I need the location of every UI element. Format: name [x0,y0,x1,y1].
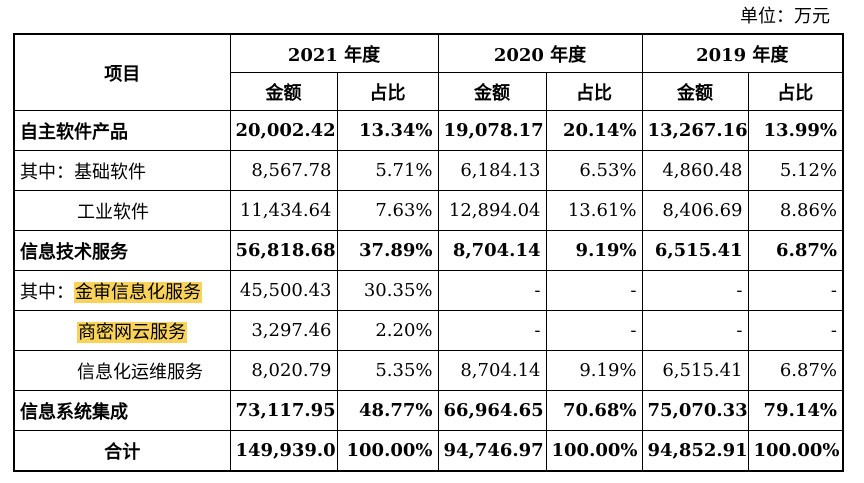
header-amount: 金额 [641,72,749,111]
header-item: 项目 [13,33,231,111]
header-ratio: 占比 [336,72,439,111]
cell-amount: - [641,270,749,311]
row-label-cell: 其中：金审信息化服务 [13,270,231,311]
cell-ratio: - [747,310,844,351]
cell-ratio: 13.34% [336,110,439,151]
cell-amount: 6,515.41 [641,350,749,391]
row-label: 信息化运维服务 [13,350,231,391]
cell-ratio: 5.71% [336,150,439,191]
table-row: 自主软件产品 20,002.42 13.34% 19,078.17 20.14%… [13,110,844,151]
cell-amount: - [641,310,749,351]
cell-amount: - [437,270,547,311]
cell-amount: 20,002.42 [229,110,338,151]
header-year-2019: 2019 年度 [641,33,844,73]
row-label: 信息技术服务 [13,230,231,271]
cell-amount: 8,704.14 [437,350,547,391]
cell-ratio: 70.68% [545,390,643,431]
cell-amount: 8,704.14 [437,230,547,271]
row-label-cell: 其中：基础软件 [13,150,231,191]
cell-ratio: 100.00% [747,430,844,472]
row-prefix: 其中： [20,281,74,303]
cell-amount: 6,515.41 [641,230,749,271]
cell-ratio: 7.63% [336,190,439,231]
cell-amount: 8,406.69 [641,190,749,231]
cell-ratio: 79.14% [747,390,844,431]
unit-label: 单位：万元 [740,6,830,27]
cell-amount: 56,818.68 [229,230,338,271]
cell-ratio: 100.00% [545,430,643,472]
cell-ratio: 48.77% [336,390,439,431]
row-label: 自主软件产品 [13,110,231,151]
header-amount: 金额 [437,72,547,111]
cell-ratio: 30.35% [336,270,439,311]
table-row: 信息技术服务 56,818.68 37.89% 8,704.14 9.19% 6… [13,230,844,271]
header-row-years: 项目 2021 年度 2020 年度 2019 年度 [13,33,844,111]
cell-ratio: 6.87% [747,230,844,271]
cell-amount: 45,500.43 [229,270,338,311]
cell-amount: 94,852.91 [641,430,749,472]
cell-amount: 6,184.13 [437,150,547,191]
cell-amount: 3,297.46 [229,310,338,351]
cell-ratio: 6.87% [747,350,844,391]
table-row: 信息系统集成 73,117.95 48.77% 66,964.65 70.68%… [13,390,844,431]
cell-amount: 13,267.16 [641,110,749,151]
cell-ratio: - [545,310,643,351]
cell-ratio: 13.99% [747,110,844,151]
cell-ratio: 100.00% [336,430,439,472]
cell-ratio: 2.20% [336,310,439,351]
cell-amount: 12,894.04 [437,190,547,231]
header-amount: 金额 [229,72,338,111]
cell-ratio: 8.86% [747,190,844,231]
header-year-2021: 2021 年度 [229,33,439,73]
table-row: 工业软件 11,434.64 7.63% 12,894.04 13.61% 8,… [13,190,844,231]
header-ratio: 占比 [747,72,844,111]
cell-ratio: 37.89% [336,230,439,271]
cell-ratio: - [545,270,643,311]
row-label-total: 合计 [13,430,231,472]
cell-ratio: - [747,270,844,311]
row-label: 工业软件 [13,190,231,231]
header-year-2020: 2020 年度 [437,33,643,73]
cell-amount: 8,020.79 [229,350,338,391]
row-prefix: 其中： [20,161,74,183]
row-label: 基础软件 [74,161,146,183]
cell-ratio: 9.19% [545,230,643,271]
cell-amount: 19,078.17 [437,110,547,151]
cell-amount: - [437,310,547,351]
cell-ratio: 20.14% [545,110,643,151]
cell-ratio: 9.19% [545,350,643,391]
cell-amount: 11,434.64 [229,190,338,231]
header-row-sub: 金额 占比 金额 占比 金额 占比 [14,72,844,111]
cell-amount: 73,117.95 [229,390,338,431]
table-row: 其中：金审信息化服务 45,500.43 30.35% - - - - [13,270,844,311]
cell-amount: 94,746.97 [437,430,547,472]
cell-amount: 66,964.65 [437,390,547,431]
row-label-highlighted: 商密网云服务 [77,321,187,343]
table-row: 商密网云服务 3,297.46 2.20% - - - - [13,310,844,351]
cell-ratio: 5.12% [747,150,844,191]
table-row-total: 合计 149,939.05 100.00% 94,746.97 100.00% … [13,430,844,472]
cell-amount: 4,860.48 [641,150,749,191]
revenue-table: 项目 2021 年度 2020 年度 2019 年度 金额 占比 金额 占比 金… [13,33,844,472]
row-label: 信息系统集成 [13,390,231,431]
header-ratio: 占比 [545,72,643,111]
row-label-highlighted: 金审信息化服务 [74,281,202,303]
cell-amount: 75,070.33 [641,390,749,431]
table-row: 其中：基础软件 8,567.78 5.71% 6,184.13 6.53% 4,… [13,150,844,191]
cell-ratio: 13.61% [545,190,643,231]
cell-ratio: 6.53% [545,150,643,191]
cell-ratio: 5.35% [336,350,439,391]
cell-amount: 149,939.05 [229,430,338,472]
table-row: 信息化运维服务 8,020.79 5.35% 8,704.14 9.19% 6,… [13,350,844,391]
cell-amount: 8,567.78 [229,150,338,191]
row-label-cell: 商密网云服务 [13,310,231,351]
